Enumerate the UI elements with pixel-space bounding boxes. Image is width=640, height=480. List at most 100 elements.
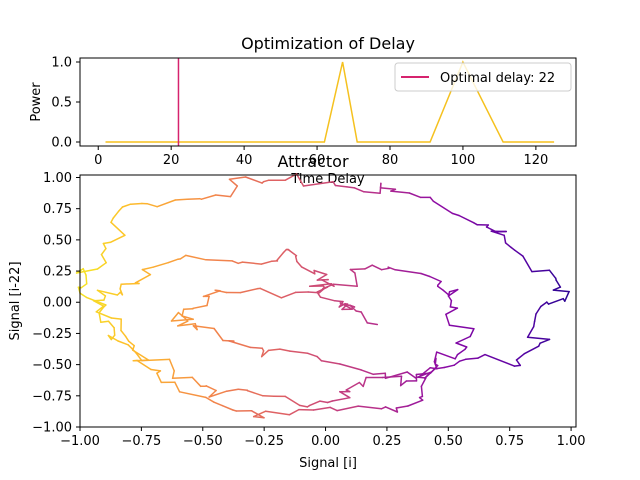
attractor-segment bbox=[228, 178, 239, 187]
delay-legend-label: Optimal delay: 22 bbox=[440, 71, 555, 86]
attractor-segment bbox=[357, 405, 383, 410]
attractor-segment bbox=[279, 348, 291, 352]
attractor-segment bbox=[113, 326, 116, 336]
attractor-segment bbox=[455, 335, 471, 344]
attractor-segment bbox=[366, 322, 379, 326]
attractor-segment bbox=[539, 338, 551, 344]
attractor-segment bbox=[100, 320, 110, 323]
attractor-segment bbox=[82, 267, 87, 276]
attractor-segment bbox=[371, 264, 383, 271]
attractor-segment bbox=[316, 273, 328, 281]
attractor-segment bbox=[284, 395, 301, 407]
attractor-segment bbox=[316, 355, 323, 362]
attractor-segment bbox=[252, 410, 267, 418]
attractor-segment bbox=[334, 300, 344, 303]
attractor-segment bbox=[107, 334, 119, 342]
delay-y-tick-label: 0.0 bbox=[51, 136, 72, 151]
attractor-segment bbox=[390, 190, 411, 194]
attractor-segment bbox=[192, 304, 208, 310]
attractor-segment bbox=[380, 267, 390, 271]
attractor-segment bbox=[213, 401, 224, 407]
attractor-segment bbox=[447, 295, 453, 302]
delay-y-tick-label: 0.5 bbox=[51, 96, 72, 111]
attractor-segment bbox=[110, 317, 122, 320]
attractor-segment bbox=[363, 191, 381, 194]
attractor-segment bbox=[552, 286, 562, 291]
attractor-segment bbox=[241, 261, 263, 265]
delay-legend-box bbox=[394, 62, 572, 92]
attractor-segment bbox=[213, 327, 224, 342]
attractor-segment bbox=[448, 288, 459, 297]
delay-x-tick-label: 80 bbox=[382, 153, 399, 168]
attractor-segment bbox=[372, 372, 387, 376]
attractor-segment bbox=[345, 381, 361, 391]
attractor-segment bbox=[320, 360, 341, 365]
attractor-segment bbox=[326, 400, 334, 404]
attractor-segment bbox=[436, 285, 445, 292]
attractor-segment bbox=[381, 375, 403, 379]
attractor-segment bbox=[394, 269, 422, 275]
attractor-segment bbox=[564, 290, 570, 302]
attractor-segment bbox=[429, 196, 435, 203]
attractor-segment bbox=[267, 348, 281, 352]
attractor-segment bbox=[420, 272, 431, 278]
attractor-segment bbox=[294, 255, 298, 263]
attractor-y-tick-label: 0.75 bbox=[43, 202, 72, 217]
attractor-segment bbox=[120, 329, 127, 338]
attractor-segment bbox=[170, 318, 194, 322]
attractor-segment bbox=[174, 381, 181, 393]
attractor-segment bbox=[555, 279, 562, 288]
attractor-segment bbox=[420, 385, 424, 398]
attractor-segment bbox=[336, 405, 359, 412]
attractor-segment bbox=[135, 352, 143, 362]
attractor-segment bbox=[100, 247, 107, 256]
attractor-segment bbox=[442, 289, 451, 297]
attractor-segment bbox=[110, 221, 126, 237]
attractor-segment bbox=[503, 234, 507, 244]
attractor-segment bbox=[141, 358, 171, 362]
attractor-segment bbox=[319, 296, 336, 302]
attractor-segment bbox=[102, 242, 107, 250]
attractor-segment bbox=[280, 291, 297, 299]
attractor-segment bbox=[141, 266, 154, 271]
attractor-segment bbox=[484, 353, 516, 367]
attractor-segment bbox=[318, 286, 326, 294]
delay-x-tick-label: 0 bbox=[94, 153, 102, 168]
attractor-segment bbox=[443, 364, 455, 369]
attractor-segment bbox=[360, 369, 375, 376]
attractor-segment bbox=[191, 376, 202, 388]
attractor-segment bbox=[531, 269, 551, 273]
attractor-segment bbox=[362, 376, 367, 388]
attractor-segment bbox=[445, 307, 459, 316]
attractor-segment bbox=[434, 366, 445, 370]
attractor-segment bbox=[264, 410, 291, 416]
attractor-chart: −1.00 −0.75 −0.50 −0.25 0.00 0.25 0.50 0.75 1.00… bbox=[8, 152, 586, 471]
delay-legend: Optimal delay: 22 bbox=[394, 62, 572, 92]
attractor-segment bbox=[355, 310, 362, 313]
attractor-segment bbox=[522, 255, 533, 273]
attractor-segment bbox=[298, 404, 309, 408]
attractor-segment bbox=[174, 198, 188, 201]
attractor-x-tick-label: 0.00 bbox=[311, 434, 340, 449]
attractor-segment bbox=[312, 406, 331, 411]
attractor-segment bbox=[532, 320, 536, 328]
delay-power-line bbox=[105, 60, 555, 143]
delay-y-tick-label: 1.0 bbox=[51, 56, 72, 71]
attractor-segment bbox=[102, 241, 112, 245]
attractor-segment bbox=[552, 289, 570, 293]
attractor-segment bbox=[185, 254, 207, 261]
attractor-segment bbox=[208, 390, 228, 398]
attractor-segment bbox=[146, 202, 158, 208]
attractor-segment bbox=[453, 360, 461, 366]
attractor-segment bbox=[110, 217, 114, 224]
attractor-x-tick-label: −0.50 bbox=[183, 434, 223, 449]
delay-series-layer bbox=[105, 60, 555, 143]
attractor-segment bbox=[432, 200, 454, 215]
attractor-segment bbox=[420, 377, 427, 388]
attractor-segment bbox=[332, 283, 358, 288]
attractor-segment bbox=[477, 353, 486, 359]
attractor-segment bbox=[206, 295, 210, 307]
attractor-segment bbox=[454, 353, 459, 360]
attractor-segment bbox=[515, 352, 526, 361]
